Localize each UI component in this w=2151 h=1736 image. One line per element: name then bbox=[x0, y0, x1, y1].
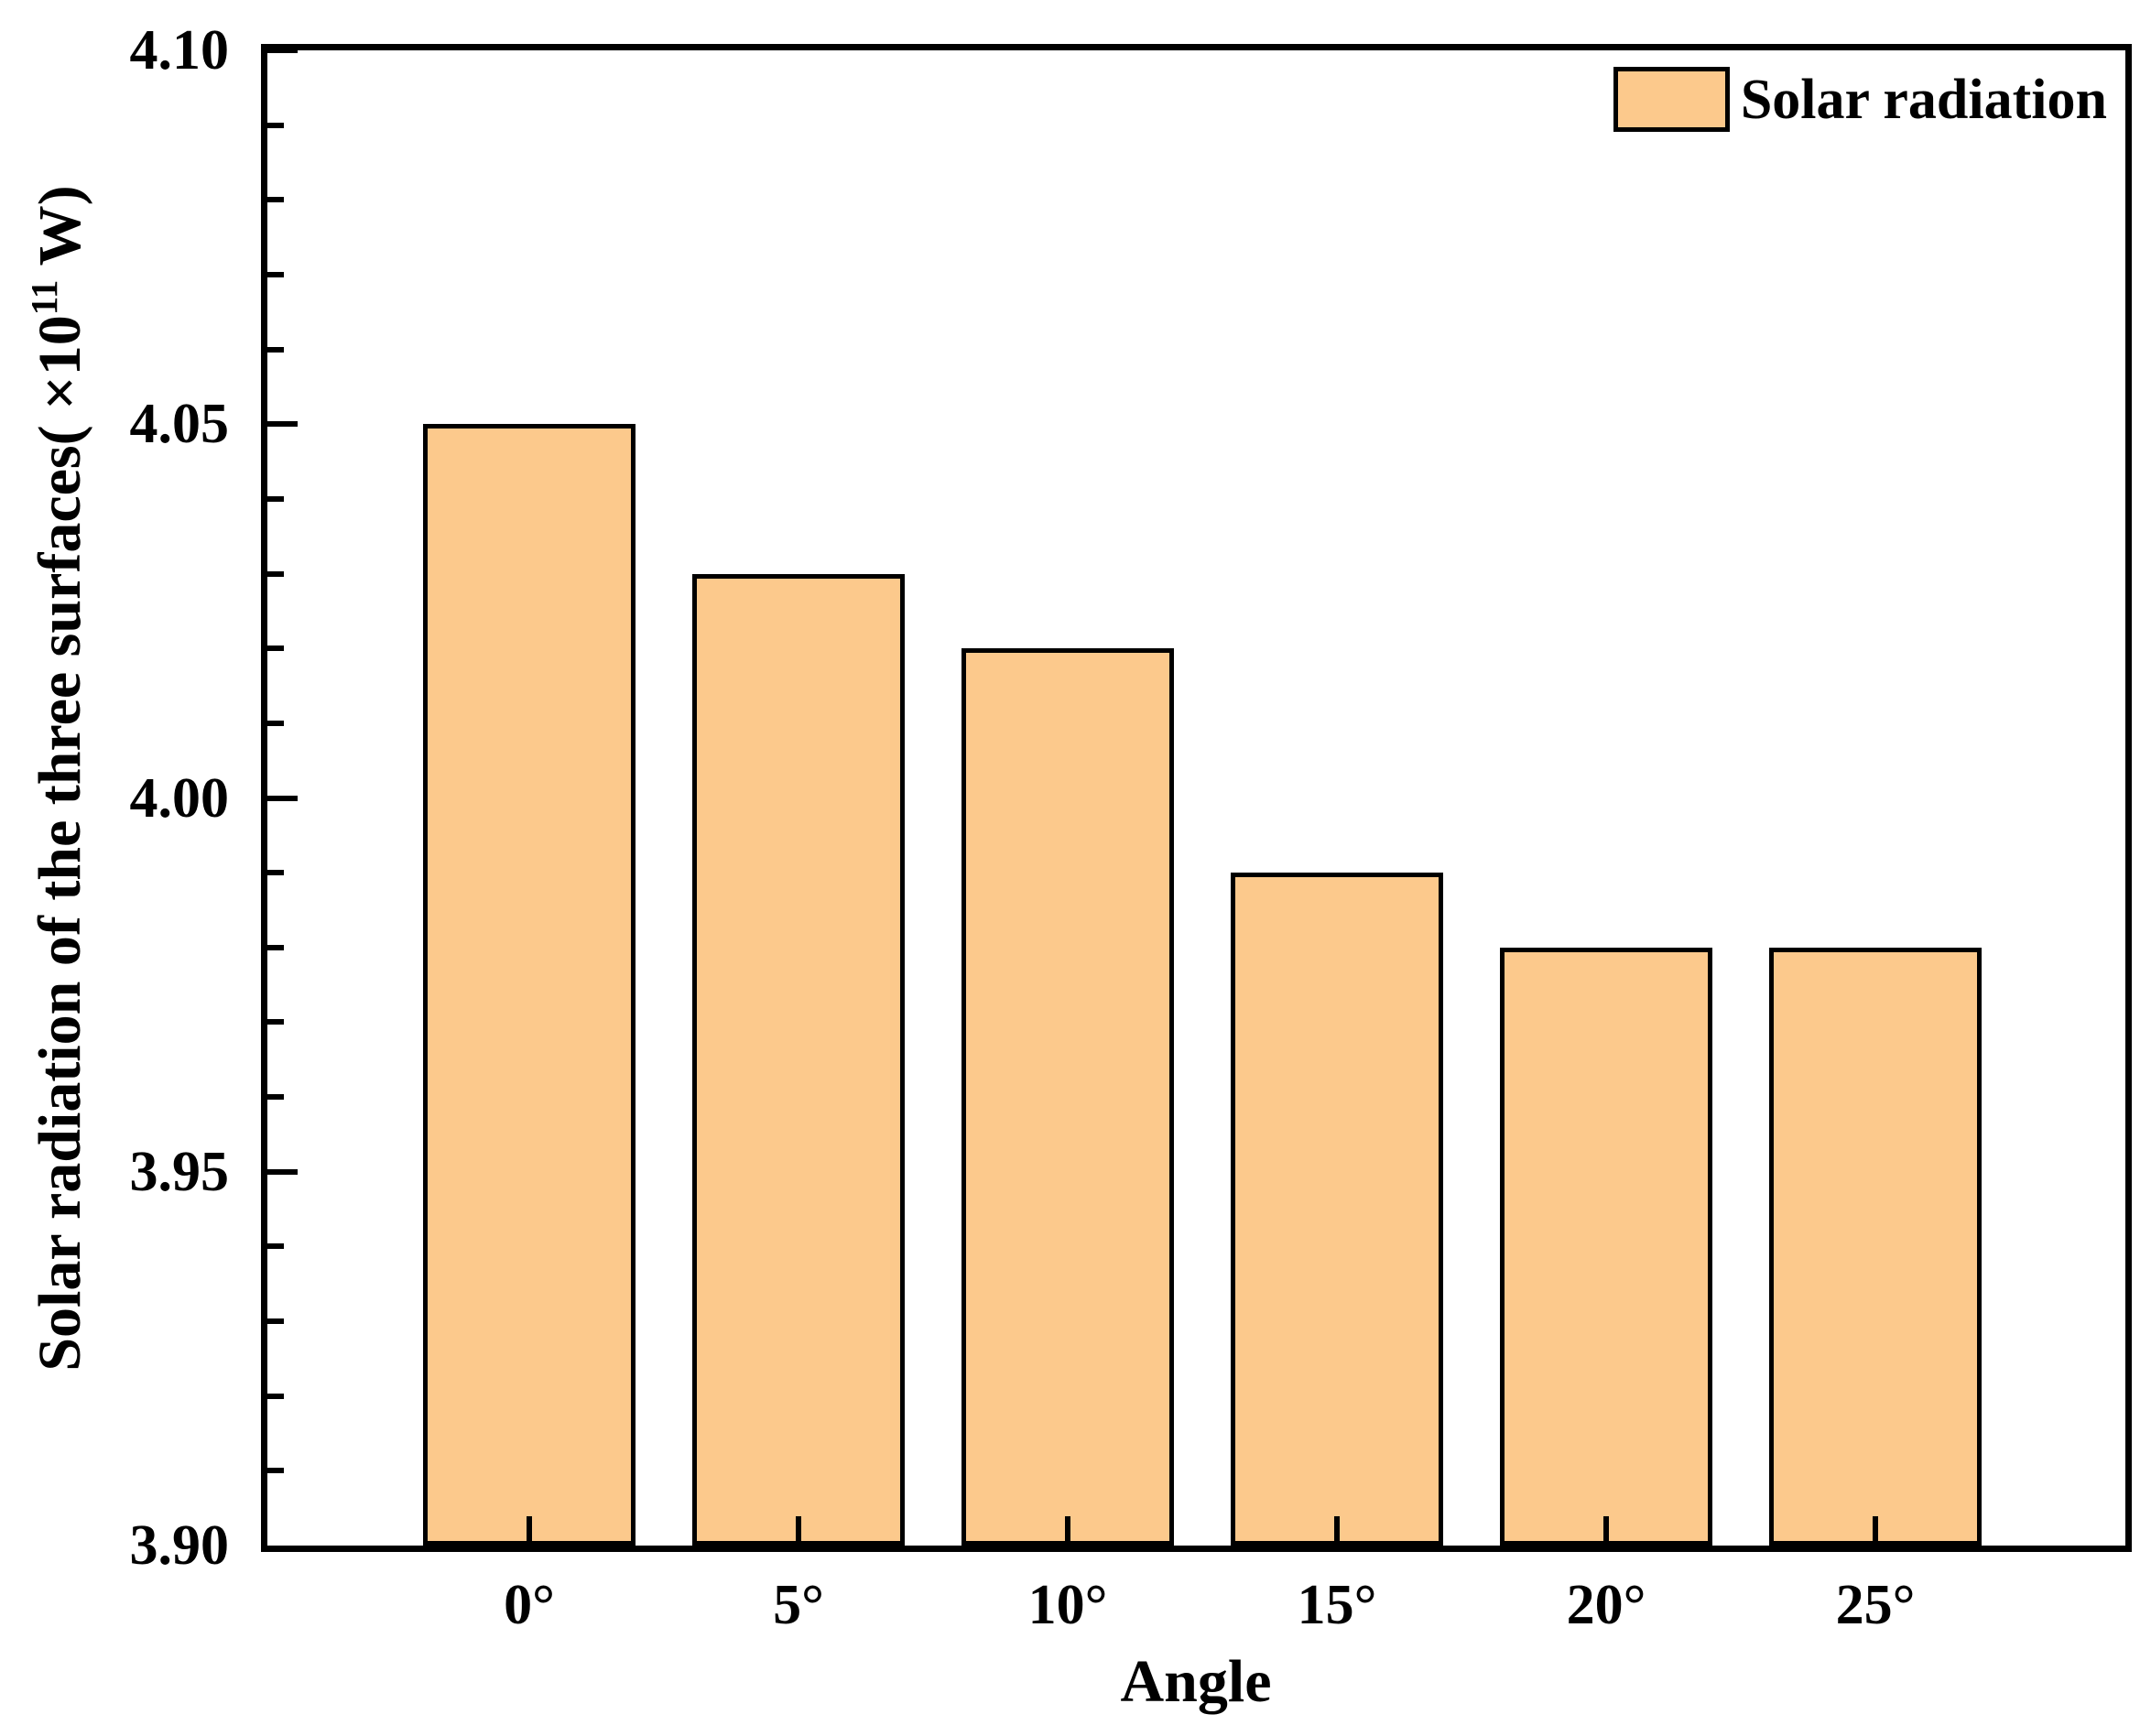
bar-15° bbox=[1231, 873, 1443, 1546]
y-tick-label: 3.95 bbox=[129, 1140, 230, 1203]
y-axis-minor-tick bbox=[267, 271, 284, 277]
y-axis-title-superscript: 11 bbox=[24, 279, 66, 316]
bar-25° bbox=[1769, 947, 1982, 1546]
x-tick-label: 10° bbox=[1027, 1574, 1108, 1636]
y-axis-minor-tick bbox=[267, 197, 284, 203]
y-axis-title-text: Solar radiation of the three surfaces( ×… bbox=[26, 315, 93, 1372]
y-axis-major-tick bbox=[267, 48, 298, 53]
bar-10° bbox=[961, 648, 1174, 1546]
y-axis-major-tick bbox=[267, 421, 298, 428]
y-tick-label: 3.90 bbox=[129, 1514, 230, 1577]
bar-5° bbox=[692, 573, 905, 1546]
x-tick-label: 5° bbox=[773, 1574, 824, 1636]
legend-label: Solar radiation bbox=[1740, 68, 2107, 131]
y-axis-minor-tick bbox=[267, 495, 284, 502]
x-tick-label: 25° bbox=[1835, 1574, 1916, 1636]
x-axis-tick bbox=[1334, 1516, 1340, 1546]
x-axis-tick bbox=[527, 1516, 532, 1546]
y-axis-minor-tick bbox=[267, 944, 284, 950]
x-tick-label: 20° bbox=[1566, 1574, 1646, 1636]
x-axis-tick bbox=[1603, 1516, 1609, 1546]
legend-swatch bbox=[1613, 67, 1730, 132]
x-axis-tick bbox=[1873, 1516, 1878, 1546]
y-axis-title-suffix: W) bbox=[26, 185, 93, 280]
y-axis-minor-tick bbox=[267, 870, 284, 876]
y-axis-minor-tick bbox=[267, 1318, 284, 1325]
bar-0° bbox=[423, 424, 636, 1546]
y-tick-label: 4.05 bbox=[129, 393, 230, 456]
y-axis-minor-tick bbox=[267, 646, 284, 652]
y-tick-label: 4.00 bbox=[129, 766, 230, 830]
legend: Solar radiation bbox=[1613, 67, 2107, 132]
y-axis-minor-tick bbox=[267, 570, 284, 577]
y-axis-minor-tick bbox=[267, 1393, 284, 1399]
y-axis-minor-tick bbox=[267, 1243, 284, 1250]
y-axis-minor-tick bbox=[267, 720, 284, 726]
x-tick-label: 0° bbox=[504, 1574, 555, 1636]
y-axis-minor-tick bbox=[267, 122, 284, 128]
x-axis-tick bbox=[796, 1516, 801, 1546]
bar-20° bbox=[1500, 947, 1712, 1546]
y-axis-minor-tick bbox=[267, 346, 284, 353]
y-axis-minor-tick bbox=[267, 1468, 284, 1474]
plot-area: Solar radiation bbox=[261, 44, 2132, 1552]
y-axis-minor-tick bbox=[267, 1019, 284, 1025]
x-axis-tick bbox=[1065, 1516, 1070, 1546]
x-axis-title: Angle bbox=[1120, 1648, 1272, 1715]
y-axis-major-tick bbox=[267, 1168, 298, 1175]
x-tick-label: 15° bbox=[1297, 1574, 1377, 1636]
y-axis-minor-tick bbox=[267, 1094, 284, 1101]
y-tick-label: 4.10 bbox=[129, 19, 230, 81]
y-axis-major-tick bbox=[267, 795, 298, 801]
